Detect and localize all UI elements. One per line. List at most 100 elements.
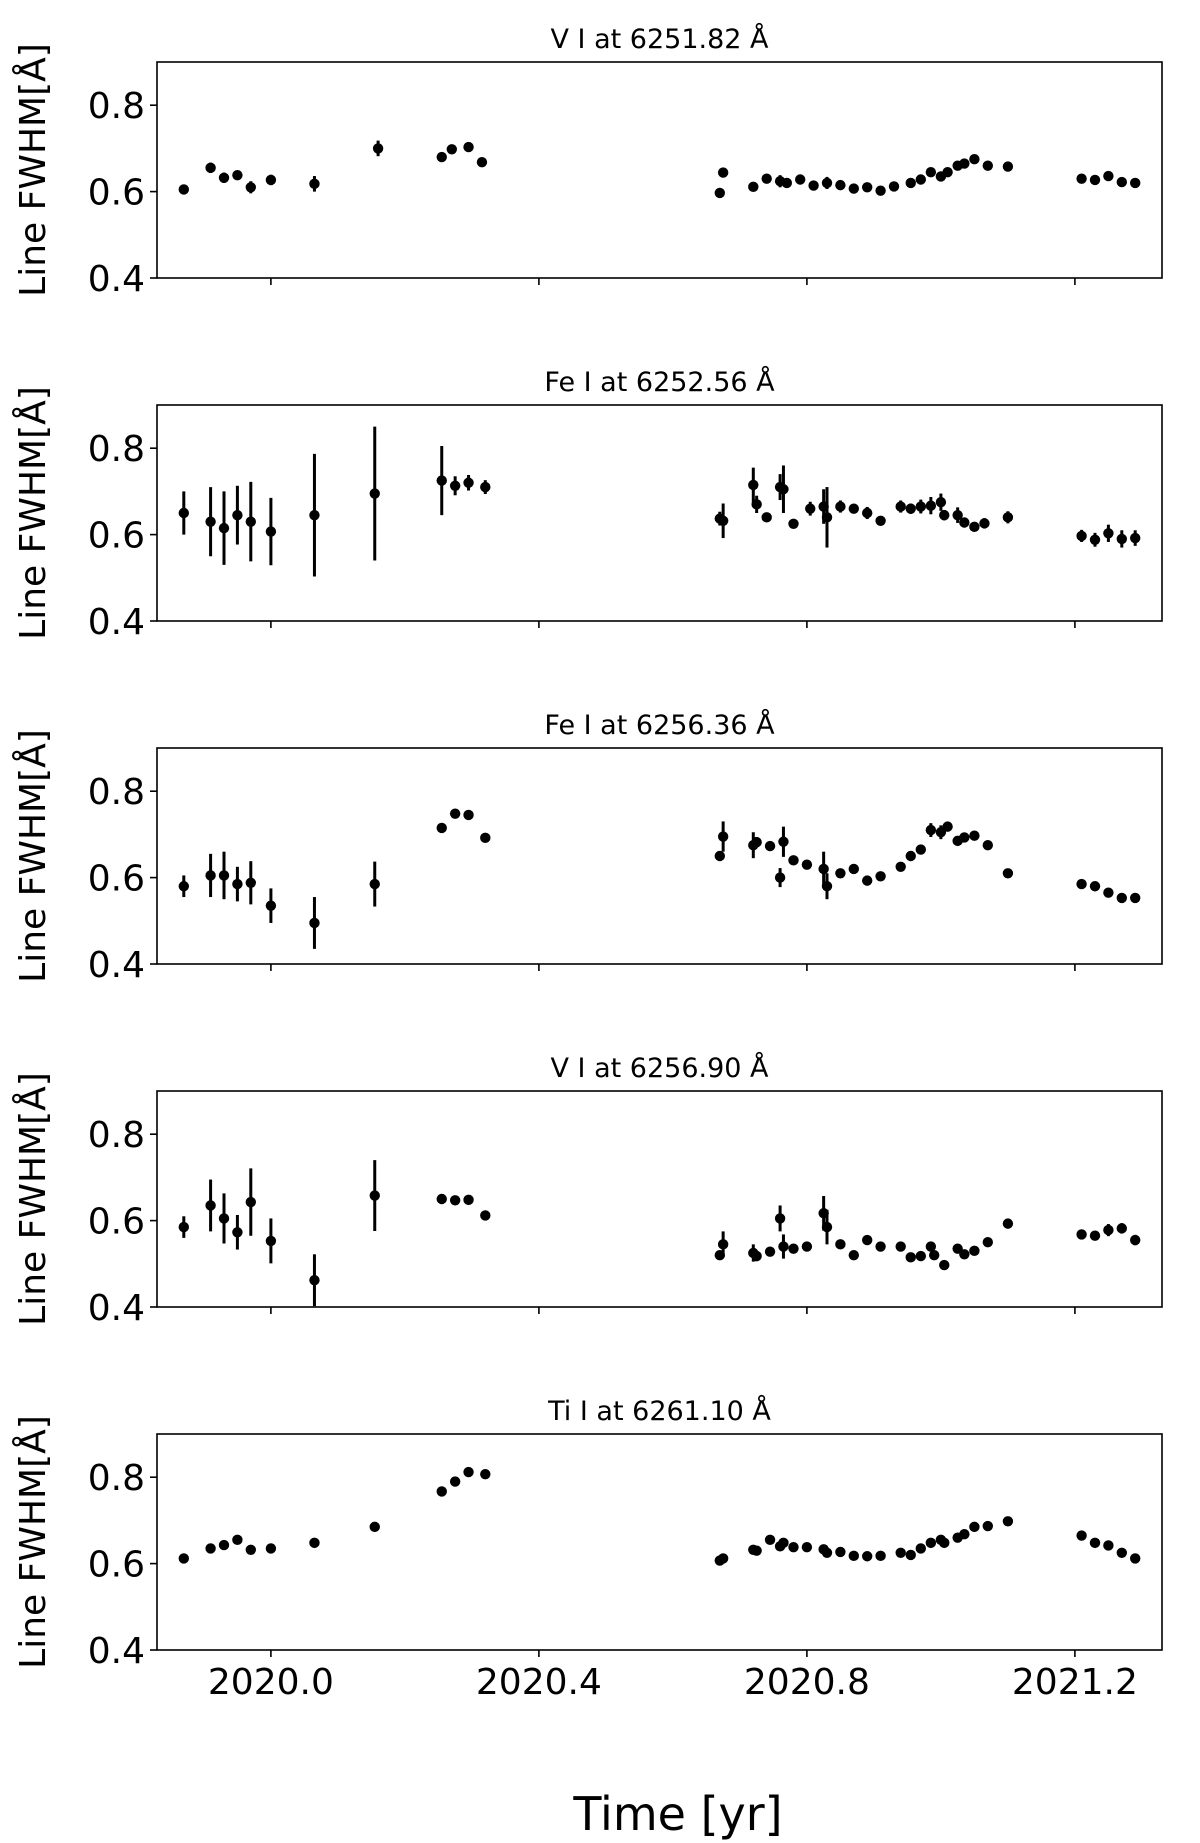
x-axis-label: Time [yr] xyxy=(572,1787,782,1841)
data-point xyxy=(801,1241,813,1252)
data-point xyxy=(1130,892,1141,904)
data-point xyxy=(969,154,980,165)
data-point xyxy=(1130,1234,1141,1246)
data-point xyxy=(309,1275,320,1286)
data-point xyxy=(959,517,970,528)
data-point xyxy=(218,1539,230,1551)
data-point xyxy=(436,475,447,486)
data-point xyxy=(748,181,759,193)
data-point xyxy=(969,1245,980,1257)
data-point xyxy=(862,875,873,886)
y-axis-label: Line FWHM[Å] xyxy=(11,729,54,983)
data-point xyxy=(218,522,230,534)
data-point xyxy=(801,1541,813,1553)
data-point xyxy=(1130,1553,1141,1564)
data-point xyxy=(449,1476,461,1487)
data-point xyxy=(751,1545,762,1556)
data-point xyxy=(1076,173,1087,184)
data-point xyxy=(835,501,846,512)
data-point xyxy=(178,881,189,892)
data-point xyxy=(1103,528,1114,539)
data-point xyxy=(781,177,792,189)
data-point xyxy=(788,1541,799,1553)
panel-title: V I at 6251.82 Å xyxy=(550,23,769,55)
data-point xyxy=(205,1200,216,1211)
data-point xyxy=(875,1241,886,1252)
plot-frame xyxy=(156,61,1163,279)
data-point xyxy=(480,832,491,844)
data-point xyxy=(748,479,759,491)
data-point xyxy=(801,859,813,870)
data-point xyxy=(265,1235,277,1247)
data-point xyxy=(480,1468,491,1480)
data-point xyxy=(848,863,859,875)
data-point xyxy=(218,172,230,183)
data-series xyxy=(178,426,1141,577)
data-point xyxy=(232,169,243,181)
panel-4: V I at 6256.90 Å 0.4 0.6 0.8 Line FWHM[Å] xyxy=(11,1052,1163,1329)
data-point xyxy=(1002,512,1014,523)
data-point xyxy=(1116,1223,1128,1234)
data-point xyxy=(821,512,833,523)
data-point xyxy=(178,1553,189,1564)
data-point xyxy=(1089,1537,1101,1549)
data-point xyxy=(835,179,846,191)
data-point xyxy=(1002,1516,1014,1527)
y-axis-label: Line FWHM[Å] xyxy=(11,386,54,640)
data-point xyxy=(480,1210,491,1221)
data-point xyxy=(925,1241,937,1252)
data-point xyxy=(1103,1540,1114,1551)
data-point xyxy=(969,521,980,533)
data-point xyxy=(915,844,926,855)
data-point xyxy=(1089,1230,1101,1241)
data-point xyxy=(848,183,859,194)
data-point xyxy=(848,1249,859,1261)
data-point xyxy=(848,503,859,514)
data-point xyxy=(905,1549,916,1561)
data-point xyxy=(862,507,873,519)
data-series xyxy=(178,1466,1141,1566)
data-point xyxy=(982,160,993,171)
data-point xyxy=(925,166,937,178)
data-point xyxy=(959,1249,970,1260)
data-point xyxy=(218,870,230,881)
data-point xyxy=(265,900,277,911)
data-point xyxy=(309,509,320,521)
data-point xyxy=(232,1534,243,1546)
data-point xyxy=(761,512,772,523)
panel-title: Ti I at 6261.10 Å xyxy=(547,1395,771,1427)
y-tick-label: 0.8 xyxy=(88,429,145,470)
data-point xyxy=(232,1227,243,1238)
data-point xyxy=(751,1250,762,1262)
data-point xyxy=(309,178,320,190)
data-point xyxy=(449,808,461,819)
data-point xyxy=(1076,878,1087,890)
data-point xyxy=(915,1543,926,1554)
data-point xyxy=(982,840,993,851)
data-point xyxy=(436,1486,447,1497)
data-point xyxy=(875,871,886,882)
data-point xyxy=(463,809,474,821)
data-point xyxy=(245,182,256,193)
data-point xyxy=(969,830,980,841)
y-tick-label: 0.4 xyxy=(88,1288,145,1329)
data-point xyxy=(795,174,806,185)
data-point xyxy=(939,1537,950,1549)
x-tick-label: 2021.2 xyxy=(1012,1662,1138,1703)
data-point xyxy=(848,1550,859,1562)
data-point xyxy=(982,1237,993,1248)
y-tick-label: 0.4 xyxy=(88,602,145,643)
data-point xyxy=(717,1553,729,1564)
y-tick-label: 0.6 xyxy=(88,859,145,900)
data-point xyxy=(369,1521,380,1533)
data-series xyxy=(178,808,1141,949)
panel-5: Ti I at 6261.10 Å 0.4 0.6 0.8 2020.0 2020.4 20… xyxy=(11,1395,1163,1703)
data-point xyxy=(265,526,277,537)
data-point xyxy=(1089,534,1101,545)
data-point xyxy=(1076,1530,1087,1541)
y-tick-label: 0.4 xyxy=(88,259,145,300)
data-point xyxy=(805,503,816,514)
data-point xyxy=(178,1221,189,1233)
data-point xyxy=(764,1246,776,1257)
